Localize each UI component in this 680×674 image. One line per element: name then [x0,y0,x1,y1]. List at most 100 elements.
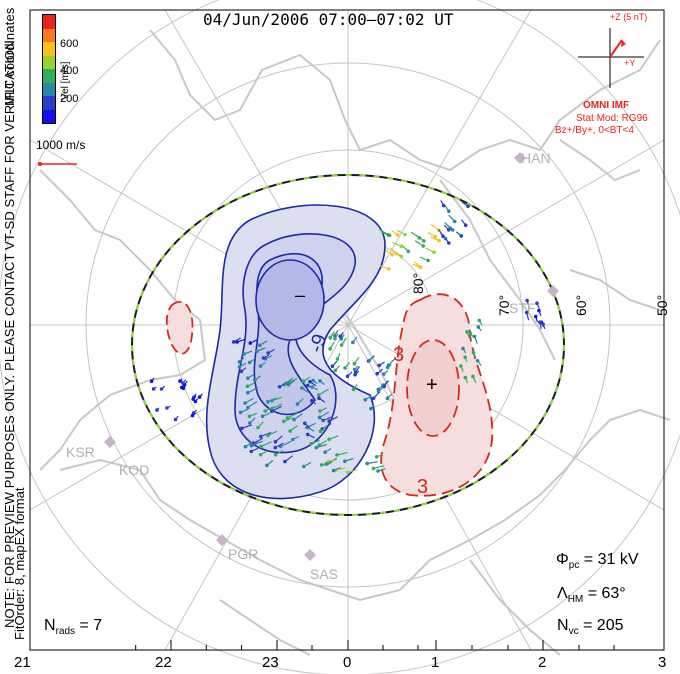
velocity-vector-origin [450,228,455,232]
velocity-vector-origin [477,318,482,323]
velocity-vector-origin [422,239,426,243]
dawn-cell [165,293,494,497]
velocity-vector [260,431,272,438]
velocity-vector-origin [308,380,312,384]
velocity-vector-origin [316,393,321,397]
velocity-vector-origin [452,219,457,224]
velocity-vector-origin [246,376,250,381]
velocity-vector-origin [277,385,282,389]
velocity-vector-origin [300,386,304,390]
velocity-vector-origin [266,351,271,355]
velocity-vector-origin [376,469,380,473]
colorbar-swatch-4 [43,69,55,83]
velocity-vector [373,465,385,469]
velocity-vector-origin [382,372,386,376]
velocity-vector-origin [266,400,270,404]
velocity-vector-origin [237,365,242,369]
station-markers [104,152,559,561]
velocity-vector-origin [149,379,154,384]
velocity-vector-origin [382,384,387,389]
velocity-vector-origin [255,349,259,354]
velocity-vector-origin [248,341,253,345]
velocity-vector [247,401,258,409]
velocity-vector-origin [260,414,265,419]
velocity-vector-origin [242,352,246,356]
velocity-vector-origin [197,395,202,399]
velocity-vector-origin [240,426,244,431]
colorbar-swatch-6 [43,96,55,110]
velocity-vector [271,403,283,410]
velocity-vector-origin [399,244,404,248]
imf-source-title: OMNI IMF [583,100,630,111]
velocity-vector-origin [273,452,278,457]
velocity-vector-origin [258,434,263,439]
velocity-vector-origin [432,250,436,254]
velocity-vector-origin [258,364,263,368]
velocity-vector-origin [369,406,373,411]
velocity-vector-origin [328,347,332,351]
colorbar-swatch-5 [43,82,55,96]
velocity-vector-origin [303,421,307,426]
colorbar-swatch-0 [43,15,55,29]
mlt-tick-21: 21 [14,654,31,671]
velocity-vector-origin [352,367,357,372]
velocity-vector-origin [335,357,340,361]
station-marker-stf [547,285,559,297]
velocity-vector-origin [273,439,278,444]
velocity-vector-origin [403,232,407,237]
velocity-vector-origin [524,310,529,315]
velocity-vector-origin [367,358,372,363]
velocity-vector-origin [476,325,481,329]
mlt-tick-1: 1 [431,654,440,671]
velocity-vector-origin [365,461,370,466]
imf-clock-dial [578,28,644,88]
velocity-vector-origin [331,468,336,473]
velocity-vector-origin [333,368,338,373]
velocity-vector-origin [465,330,469,334]
mlt-tick-23: 23 [262,654,279,671]
velocity-vector-origin [535,301,539,306]
velocity-vector-origin [386,363,391,368]
contour-label-dawn: 3 [393,344,405,366]
colorbar-swatch-1 [43,28,55,42]
velocity-vector-origin [538,320,542,325]
velocity-vector-origin [363,397,368,402]
velocity-vector-origin [447,241,451,245]
velocity-vector-origin [328,336,333,340]
velocity-vector-origin [333,337,337,341]
velocity-vector-origin [353,370,358,375]
coastlines [39,29,671,656]
velocity-vector-origin [375,371,380,376]
velocity-vector-origin [459,234,464,238]
velocity-vector-origin [376,387,381,392]
velocity-vector-origin [466,204,470,209]
velocity-vector-origin [305,383,310,388]
velocity-vector-origin [441,234,445,238]
velocity-vector-origin [318,429,323,434]
colorbar-label: Vel [m/s] [60,61,71,100]
velocity-vector-origin [338,334,343,339]
velocity-vector-origin [437,238,441,243]
velocity-vector-origin [471,350,476,355]
velocity-vector [287,412,299,419]
velocity-vector-origin [246,405,250,410]
velocity-vector-origin [386,267,391,271]
velocity-vector-origin [387,233,392,238]
velocity-vector-origin [151,387,156,391]
velocity-vector-origin [261,356,266,360]
mlt-tick-0: 0 [343,654,352,671]
velocity-vector-origin [323,450,327,455]
velocity-vector-origin [418,265,423,270]
velocity-vector-origin [345,374,350,379]
velocity-vector-origin [238,410,243,415]
velocity-vector-origin [345,470,350,475]
velocity-vector-origin [385,396,390,401]
latitude-label-80: 80° [410,272,426,294]
colorbar-swatch-2 [43,42,55,56]
velocity-vector-origin [377,363,382,368]
velocity-vector-origin [291,437,295,442]
velocity-vector-origin [288,429,292,433]
radar-count: Nrads = 7 [44,617,103,638]
velocity-vector-origin [399,254,404,259]
